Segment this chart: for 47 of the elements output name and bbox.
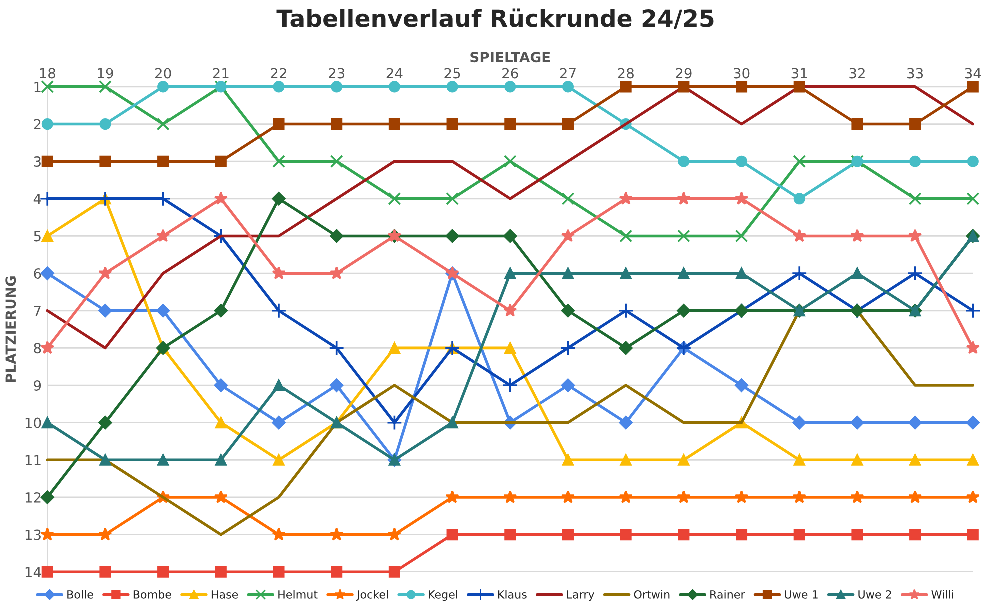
legend-label: Jockel xyxy=(356,590,388,601)
y-tick-label: 11 xyxy=(26,455,41,466)
legend-label: Hase xyxy=(212,590,238,599)
legend-label: Ortwin xyxy=(634,590,670,599)
x-tick-label: 34 xyxy=(965,68,982,79)
x-tick-label: 31 xyxy=(792,68,808,79)
y-tick-label: 2 xyxy=(34,119,41,130)
y-tick-label: 10 xyxy=(26,418,42,428)
x-tick-label: 28 xyxy=(618,68,634,79)
x-tick-label: 30 xyxy=(734,68,750,79)
legend-label: Helmut xyxy=(278,590,318,599)
legend-label: Larry xyxy=(567,590,594,602)
x-tick-label: 26 xyxy=(502,68,518,79)
x-tick-label: 23 xyxy=(329,68,345,79)
x-tick-label: 27 xyxy=(560,68,576,78)
y-tick-label: 9 xyxy=(34,380,42,391)
x-tick-label: 22 xyxy=(271,68,286,78)
x-tick-label: 19 xyxy=(98,68,114,79)
y-tick-label: 14 xyxy=(26,567,42,578)
chart-title: Tabellenverlauf Rückrunde 24/25 xyxy=(276,8,714,30)
y-tick-label: 13 xyxy=(26,530,41,540)
x-tick-label: 32 xyxy=(850,68,865,79)
legend-label: Uwe 1 xyxy=(785,590,818,599)
x-axis-title: SPIELTAGE xyxy=(470,52,550,63)
x-tick-label: 24 xyxy=(386,68,403,78)
x-tick-label: 29 xyxy=(676,68,692,79)
y-axis-title: PLATZIERUNG xyxy=(6,276,16,382)
legend-label: Kegel xyxy=(429,590,458,602)
legend-label: Bolle xyxy=(68,590,94,599)
y-tick-label: 12 xyxy=(26,492,41,503)
y-tick-label: 1 xyxy=(34,82,41,92)
legend-label: Rainer xyxy=(710,590,746,599)
legend-label: Uwe 2 xyxy=(858,590,892,599)
x-tick-label: 18 xyxy=(40,68,56,79)
x-tick-label: 21 xyxy=(213,68,229,78)
y-tick-label: 5 xyxy=(34,231,41,242)
y-tick-label: 6 xyxy=(34,268,42,280)
legend-label: Bombe xyxy=(134,590,172,599)
x-tick-label: 20 xyxy=(155,68,172,79)
legend-label: Willi xyxy=(932,590,954,599)
y-tick-label: 3 xyxy=(34,156,41,168)
y-tick-label: 8 xyxy=(34,343,42,354)
x-tick-label: 33 xyxy=(908,68,924,79)
y-tick-label: 7 xyxy=(34,306,41,316)
x-tick-label: 25 xyxy=(444,68,460,79)
legend-label: Klaus xyxy=(498,590,527,599)
y-tick-label: 4 xyxy=(34,194,42,204)
